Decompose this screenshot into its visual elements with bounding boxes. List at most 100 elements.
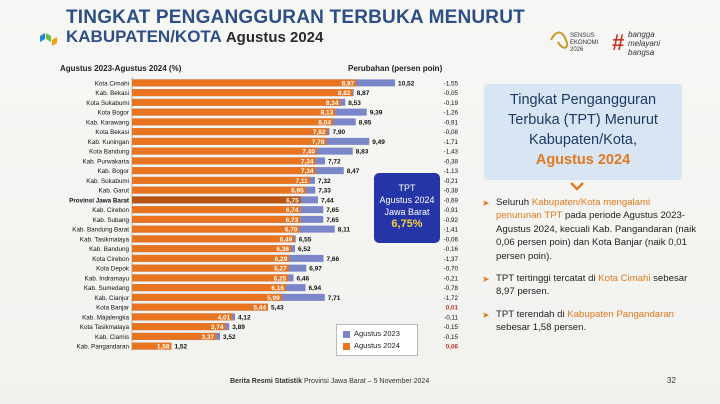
change-label: 0,01 bbox=[446, 305, 459, 312]
sensus-text-1: SENSUS bbox=[570, 33, 595, 39]
data-label-2023: 6,46 bbox=[297, 275, 310, 282]
bar-2024 bbox=[132, 98, 341, 106]
data-label-2023: 6,94 bbox=[309, 285, 322, 292]
category-label: Kota Banjar bbox=[96, 305, 129, 312]
data-label-2024: 1,58 bbox=[157, 344, 170, 351]
bullet-item: ➤ TPT terendah di Kabupaten Pangandaran … bbox=[482, 308, 674, 334]
right-title-line1: Tingkat Pengangguran bbox=[509, 92, 657, 108]
legend-swatch-2023 bbox=[343, 330, 350, 338]
data-label-2024: 6,29 bbox=[275, 256, 288, 263]
arrow-bullet-icon: ➤ bbox=[482, 198, 490, 208]
change-label: -1,43 bbox=[444, 149, 459, 156]
change-label: -0,78 bbox=[444, 285, 459, 292]
data-label-2024: 6,74 bbox=[286, 207, 299, 214]
category-label: Kab. Bandung Barat bbox=[72, 227, 129, 234]
data-label-2024: 8,13 bbox=[321, 110, 334, 117]
change-label: -0,21 bbox=[444, 178, 459, 185]
data-label-2023: 3,52 bbox=[223, 334, 236, 341]
chart-right-header: Perubahan (persen poin) bbox=[348, 64, 443, 73]
data-label-2023: 1,52 bbox=[175, 344, 188, 351]
data-label-2024: 8,34 bbox=[326, 100, 339, 107]
legend-item-2024: Agustus 2024 bbox=[343, 341, 400, 351]
info-line1: TPT bbox=[398, 183, 416, 193]
data-label-2023: 3,89 bbox=[232, 324, 245, 331]
category-label: Kab. Cianjur bbox=[94, 295, 129, 302]
data-label-2023: 7,65 bbox=[326, 217, 339, 224]
data-label-2023: 8,47 bbox=[347, 168, 360, 175]
category-label: Kab. Tasikmalaya bbox=[80, 236, 130, 243]
change-label: -0,38 bbox=[444, 188, 459, 195]
tpt-info-box: TPT Agustus 2024 Jawa Barat 6,75% bbox=[374, 173, 440, 243]
change-label: -1,72 bbox=[444, 295, 459, 302]
change-label: -0,70 bbox=[444, 266, 459, 273]
change-label: -0,91 bbox=[444, 119, 459, 126]
data-label-2024: 8,97 bbox=[342, 80, 355, 87]
change-label: -1,55 bbox=[444, 80, 459, 87]
category-label: Kota Tasikmalaya bbox=[80, 324, 130, 331]
data-label-2023: 7,32 bbox=[318, 178, 331, 185]
data-label-2023: 7,33 bbox=[318, 188, 331, 195]
category-label: Kota Bogor bbox=[97, 110, 129, 117]
arrow-bullet-icon: ➤ bbox=[482, 274, 490, 285]
category-label: Kota Bekasi bbox=[95, 129, 129, 136]
category-label: Kab. Kuningan bbox=[88, 139, 130, 146]
data-label-2024: 7,82 bbox=[313, 129, 326, 136]
category-label: Kab. Bekasi bbox=[95, 90, 129, 97]
category-label: Kab. Bogor bbox=[97, 168, 129, 175]
bar-2024 bbox=[132, 108, 336, 116]
chevron-down-icon bbox=[570, 182, 584, 191]
category-label: Kab. Majalengka bbox=[82, 314, 129, 321]
data-label-2024: 7,11 bbox=[295, 178, 308, 185]
bps-logo-icon bbox=[40, 33, 57, 46]
category-label: Kab. Karawang bbox=[86, 119, 130, 126]
bar-2024 bbox=[132, 137, 327, 145]
category-label: Kab. Bandung bbox=[89, 246, 129, 253]
bangga-melayani-logo-icon: # bangga melayani bangsa bbox=[612, 30, 660, 57]
data-label-2023: 8,87 bbox=[357, 90, 370, 97]
data-label-2023: 7,90 bbox=[333, 129, 346, 136]
data-label-2024: 4,01 bbox=[218, 314, 231, 321]
data-label-2023: 8,11 bbox=[338, 227, 351, 234]
category-label: Kota Depok bbox=[96, 266, 130, 273]
bar-2024 bbox=[132, 176, 310, 184]
data-label-2023: 6,52 bbox=[298, 246, 311, 253]
right-title-accent: Agustus 2024 bbox=[535, 152, 631, 168]
data-label-2023: 5,43 bbox=[271, 305, 284, 312]
data-label-2024: 7,34 bbox=[301, 168, 314, 175]
data-label-2024: 8,04 bbox=[318, 119, 331, 126]
bar-2024 bbox=[132, 274, 289, 282]
footer: Berita Resmi Statistik Provinsi Jawa Bar… bbox=[230, 378, 430, 385]
change-label: -0,19 bbox=[444, 100, 459, 107]
sensus-text-2: EKONOMI bbox=[570, 40, 599, 46]
bar-2024 bbox=[132, 225, 300, 233]
category-label: Provinsi Jawa Barat bbox=[69, 197, 130, 204]
category-label: Kab. Subang bbox=[93, 217, 130, 224]
title-month: Agustus 2024 bbox=[225, 29, 324, 46]
change-label: -0,69 bbox=[444, 197, 459, 204]
category-label: Kab. Sukabumi bbox=[86, 178, 129, 185]
change-label: -1,13 bbox=[444, 168, 459, 175]
change-label: -1,41 bbox=[444, 227, 459, 234]
change-label: -0,15 bbox=[444, 334, 459, 341]
data-label-2023: 7,66 bbox=[327, 256, 340, 263]
arrow-bullet-icon: ➤ bbox=[482, 309, 490, 320]
right-title-line2: Terbuka (TPT) Menurut bbox=[508, 112, 658, 128]
data-label-2024: 7,78 bbox=[312, 139, 325, 146]
change-label: -0,08 bbox=[444, 129, 459, 136]
category-label: Kab. Garut bbox=[99, 188, 130, 195]
data-label-2024: 7,40 bbox=[302, 149, 315, 156]
bar-2024 bbox=[132, 254, 290, 262]
category-label: Kab. Sumedang bbox=[84, 285, 130, 292]
bar-2024 bbox=[132, 128, 328, 136]
change-label: -0,92 bbox=[444, 217, 459, 224]
data-label-2024: 5,44 bbox=[253, 305, 266, 312]
right-title-card: Tingkat Pengangguran Terbuka (TPT) Menur… bbox=[484, 84, 682, 180]
change-label: -0,16 bbox=[444, 246, 459, 253]
bar-2024 bbox=[132, 147, 317, 155]
chart-left-header: Agustus 2023-Agustus 2024 (%) bbox=[60, 64, 182, 73]
data-label-2024: 6,16 bbox=[271, 285, 284, 292]
category-label: Kab. Indramayu bbox=[85, 275, 130, 282]
data-label-2024: 6,75 bbox=[286, 197, 299, 204]
